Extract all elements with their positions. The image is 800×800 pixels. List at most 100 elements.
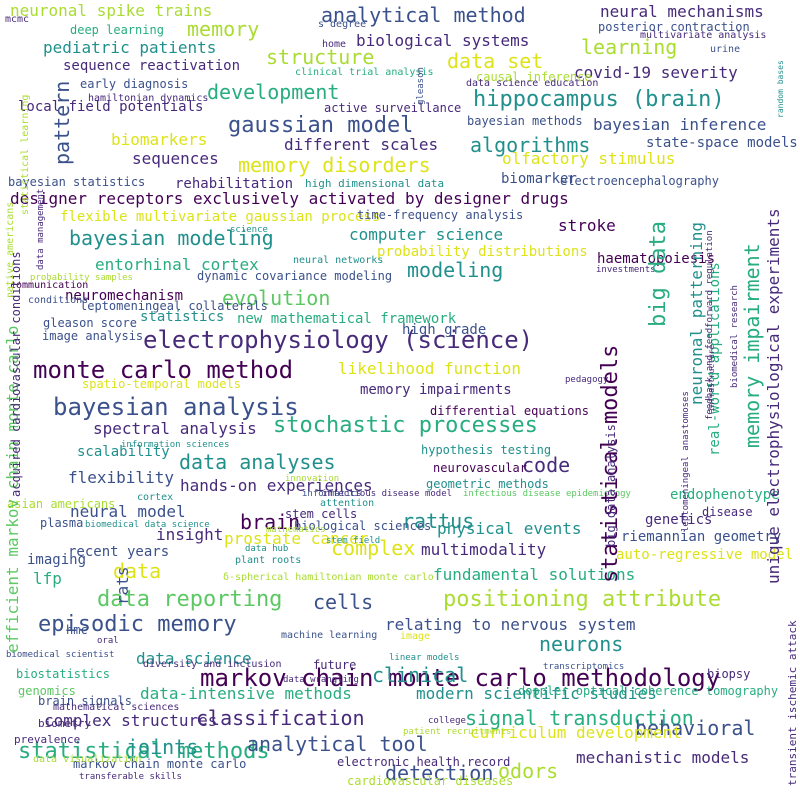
word-cloud-term: dynamic covariance modeling <box>197 269 393 283</box>
word-cloud-term: big data <box>646 221 671 327</box>
word-cloud-term: memory disorders <box>238 153 431 177</box>
word-cloud-term: behavioral <box>635 716 756 740</box>
word-cloud-term: stroke <box>558 216 616 235</box>
word-cloud-term: machine learning <box>281 630 378 641</box>
word-cloud-term: data <box>113 559 162 583</box>
word-cloud-term: plant roots <box>235 555 302 566</box>
word-cloud-term: conditions <box>28 295 89 306</box>
word-cloud-term: transcriptomics <box>543 662 625 672</box>
word-cloud-term: gleason score <box>43 316 137 330</box>
word-cloud-term: mathematical sciences <box>53 702 180 713</box>
word-cloud-term: high grade <box>402 322 487 338</box>
word-cloud-term: leptomeningeal collaterals <box>80 299 268 313</box>
word-cloud-term: likelihood function <box>338 359 522 378</box>
word-cloud-term: episodic memory <box>38 612 237 637</box>
word-cloud-term: neural mechanisms <box>600 2 764 21</box>
word-cloud-term: data-intensive methods <box>140 684 352 703</box>
word-cloud-term: stochastic processes <box>273 413 538 438</box>
word-cloud-term: bayesian inference <box>593 115 767 134</box>
word-cloud-term: statistics <box>140 309 225 325</box>
word-cloud-term: rattus <box>402 509 475 533</box>
word-cloud-term: big data analysis <box>604 424 618 547</box>
word-cloud-term: modeling <box>407 258 504 282</box>
word-cloud-term: diversity and inclusion <box>143 659 282 670</box>
word-cloud-term: early diagnosis <box>80 77 189 91</box>
word-cloud-term: complex <box>331 536 416 560</box>
word-cloud-term: asian americans <box>7 497 116 511</box>
word-cloud-term: multimodality <box>421 540 547 559</box>
word-cloud-term: attention <box>320 498 375 509</box>
word-cloud-term: electronic health record <box>337 755 511 769</box>
word-cloud-term: neuronal spike trains <box>10 1 213 20</box>
word-cloud-term: data wrangling <box>283 675 359 685</box>
word-cloud-term: bayesian statistics <box>8 175 146 189</box>
word-cloud-term: electrophysiology (science) <box>143 326 534 354</box>
word-cloud-term: disease <box>702 505 753 519</box>
word-cloud-term: insight <box>156 525 224 544</box>
word-cloud-term: imaging <box>27 552 87 568</box>
word-cloud-term: biopsy <box>707 667 751 681</box>
word-cloud-term: infectious disease model <box>322 489 453 499</box>
word-cloud-term: cells <box>313 590 374 614</box>
word-cloud-term: flexible multivariate gaussian process <box>60 209 381 225</box>
word-cloud-term: relating to nervous system <box>385 615 636 634</box>
word-cloud-term: transferable skills <box>79 772 182 782</box>
word-cloud-term: computer science <box>349 225 504 244</box>
word-cloud-term: investments <box>596 265 656 275</box>
word-cloud-term: differential equations <box>430 404 589 418</box>
word-cloud-term: detection <box>385 761 494 785</box>
word-cloud-term: biomedical research <box>730 285 740 388</box>
word-cloud-term: electroencephalography <box>560 174 719 188</box>
word-cloud-term: biological sciences <box>294 519 432 533</box>
word-cloud-term: image <box>400 631 431 642</box>
word-cloud-term: statistical methods <box>18 739 270 764</box>
word-cloud-term: multivariate analysis <box>640 30 767 41</box>
word-cloud-term: algorithms <box>470 133 591 157</box>
word-cloud-term: neuronal patterning <box>687 221 706 405</box>
word-cloud-term: haematopoiesis <box>597 251 716 267</box>
word-cloud-term: olfactory stimulus <box>502 149 676 168</box>
word-cloud-term: bayesian analysis <box>53 393 299 421</box>
word-cloud-term: designer receptors exclusively activated… <box>10 189 569 208</box>
word-cloud-term: neurovascular <box>433 461 527 475</box>
word-cloud-term: modern scientific studies <box>416 684 657 703</box>
word-cloud-term: infectious disease epidemiology <box>463 489 631 499</box>
word-cloud-term: active surveillance <box>324 101 462 115</box>
word-cloud-term: hmc <box>66 623 88 637</box>
word-cloud-term: oral <box>97 636 119 646</box>
word-cloud-term: biomarkers <box>111 130 208 149</box>
word-cloud-term: curriculum development <box>470 723 682 742</box>
word-cloud-term: neuromechanism <box>65 288 184 304</box>
word-cloud-term: sequence reactivation <box>63 58 241 74</box>
word-cloud-term: lfp <box>33 569 62 588</box>
word-cloud-term: time-frequency analysis <box>357 208 524 222</box>
word-cloud-term: data science <box>136 649 252 668</box>
word-cloud-term: biological systems <box>356 31 530 50</box>
word-cloud-term: causal inference <box>476 70 592 84</box>
word-cloud-term: brain signals <box>38 694 132 708</box>
word-cloud-term: hamiltonian dynamics <box>88 93 209 104</box>
word-cloud-term: data visualization <box>33 754 142 765</box>
word-cloud-term: cortex <box>137 492 174 503</box>
word-cloud-term: data reporting <box>97 587 283 612</box>
word-cloud-term: information sciences <box>121 440 230 450</box>
word-cloud-term: markov chain monte carlo <box>73 757 247 771</box>
word-cloud-term: prevalence <box>14 733 81 746</box>
word-cloud-term: odors <box>498 759 559 783</box>
word-cloud-term: cardiovascular diseases <box>347 774 514 788</box>
word-cloud-term: mechanistic models <box>576 748 750 767</box>
word-cloud-term: college <box>428 716 466 726</box>
word-cloud-term: neural model <box>70 502 186 521</box>
word-cloud-term: brain <box>240 510 301 534</box>
word-cloud-term: recent years <box>68 544 170 560</box>
word-cloud-term: new mathematical framework <box>237 311 457 327</box>
word-cloud-term: communication <box>10 280 89 291</box>
word-cloud-term: clinical <box>372 663 469 687</box>
word-cloud-term: bayesian modeling <box>69 226 274 250</box>
word-cloud-term: complex structures <box>44 711 218 730</box>
word-cloud-term: clinical trial analysis <box>295 67 434 78</box>
word-cloud-term: positioning attribute <box>443 587 722 612</box>
word-cloud-term: local field potentials <box>18 99 204 115</box>
word-cloud-term: development <box>207 80 340 104</box>
word-cloud-term: learning <box>581 35 678 59</box>
